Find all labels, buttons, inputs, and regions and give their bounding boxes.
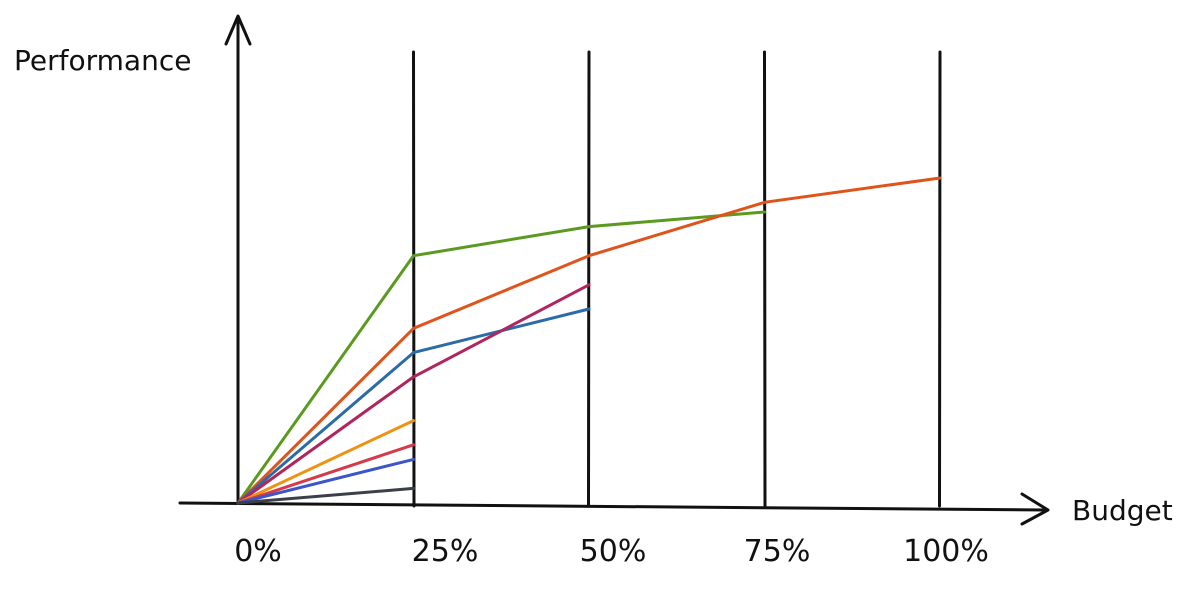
series-line-3 — [236, 307, 591, 505]
y-axis-label: Performance — [14, 44, 191, 77]
x-tick-label-1: 25% — [412, 534, 479, 569]
series-line-6 — [236, 443, 415, 505]
x-tick-label-0: 0% — [234, 534, 282, 569]
series-line-8 — [236, 486, 415, 505]
grid-line-100pct — [938, 50, 942, 508]
series-line-4 — [236, 283, 591, 505]
series-line-1 — [236, 210, 766, 505]
x-axis — [178, 501, 1047, 512]
grid-lines — [412, 50, 942, 508]
series-lines — [236, 176, 942, 505]
grid-line-25pct — [412, 50, 416, 508]
series-line-7 — [236, 457, 415, 505]
y-axis-arrowhead — [224, 14, 252, 46]
series-line-2 — [236, 176, 942, 505]
x-axis-arrowhead — [1020, 492, 1050, 526]
x-tick-label-4: 100% — [903, 534, 989, 569]
grid-line-75pct — [763, 50, 767, 508]
x-axis-label: Budget — [1072, 494, 1173, 527]
series-line-5 — [236, 419, 415, 505]
grid-line-50pct — [587, 50, 591, 508]
x-tick-label-3: 75% — [744, 534, 811, 569]
x-tick-label-2: 50% — [580, 534, 647, 569]
